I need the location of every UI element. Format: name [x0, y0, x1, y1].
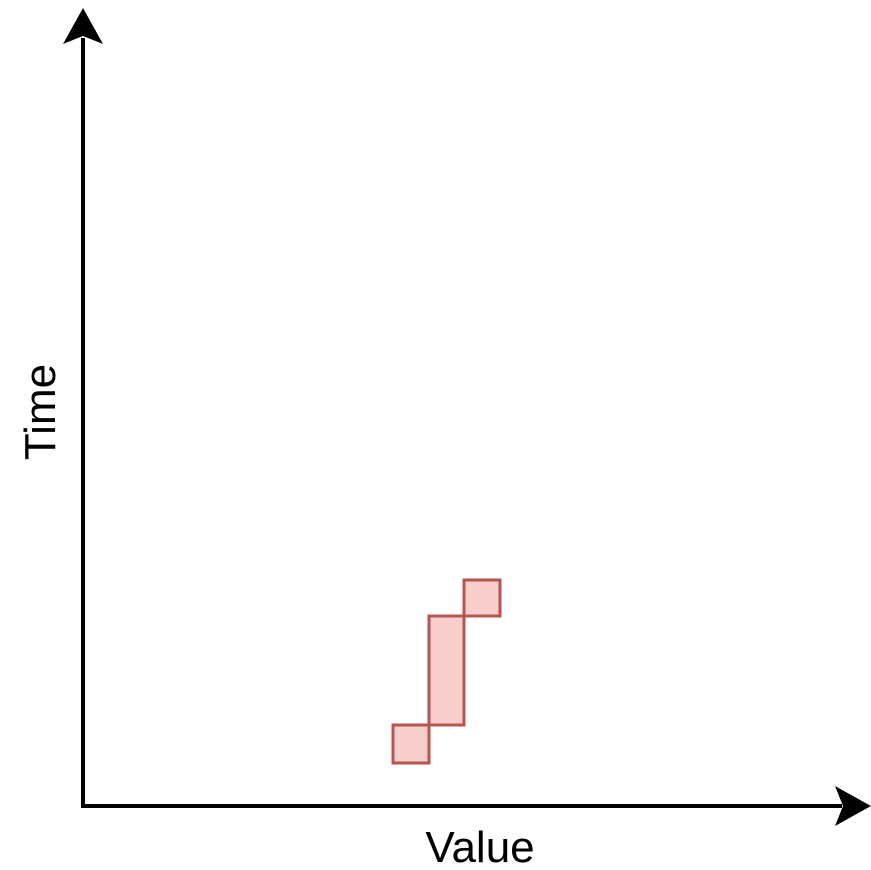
cell-group — [391, 578, 502, 765]
y-axis — [63, 8, 103, 806]
y-axis-arrow-icon — [63, 8, 103, 44]
x-axis-label: Value — [425, 823, 534, 870]
y-axis-label: Time — [16, 364, 65, 460]
x-axis-arrow-icon — [835, 786, 871, 826]
histogram-cell-tall — [427, 614, 466, 727]
x-axis — [81, 786, 871, 826]
histogram-cell-high — [462, 578, 502, 618]
histogram-cell-low — [391, 723, 431, 765]
